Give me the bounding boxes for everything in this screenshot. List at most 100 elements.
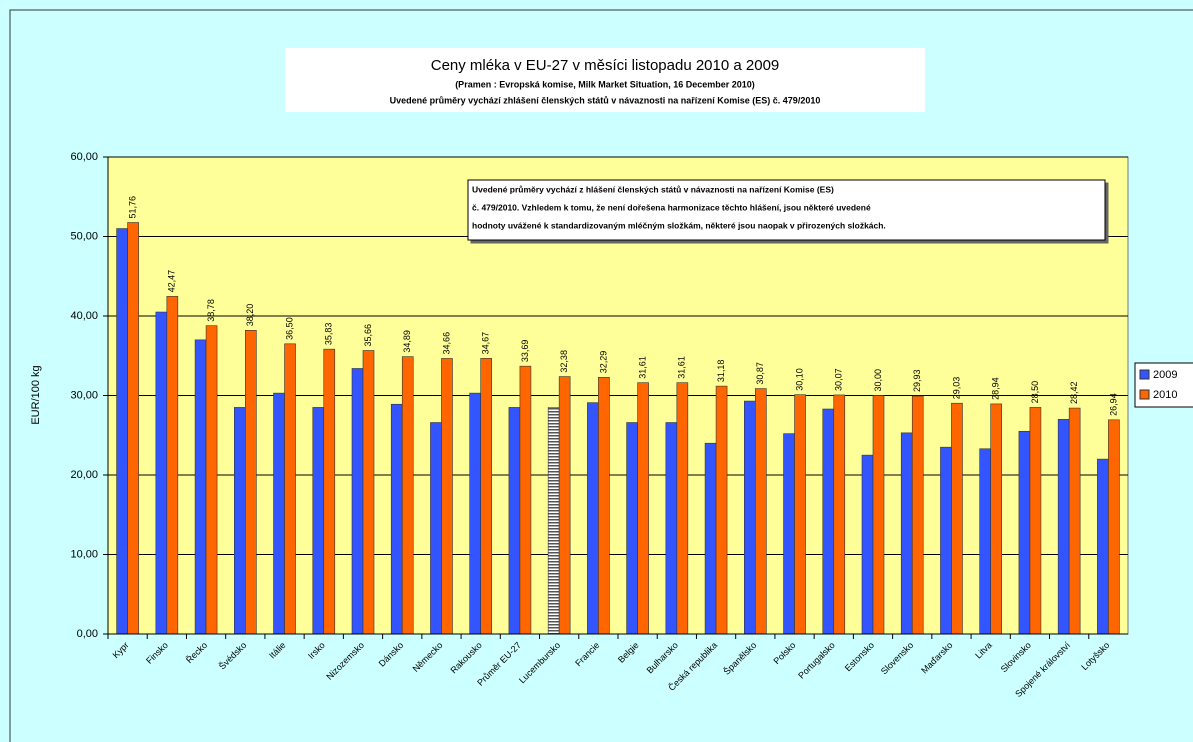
data-label: 30,07	[834, 368, 844, 391]
bar	[312, 407, 325, 635]
y-tick-label: 40,00	[70, 310, 98, 322]
data-label: 33,69	[520, 340, 530, 363]
bar	[990, 403, 1002, 635]
data-label: 30,00	[873, 369, 883, 392]
bar	[508, 407, 521, 635]
bar	[1057, 419, 1070, 635]
data-label: 35,83	[324, 323, 334, 346]
bar	[127, 222, 139, 635]
bar	[547, 407, 560, 635]
data-label: 30,87	[755, 362, 765, 385]
bar	[1068, 407, 1081, 635]
bar	[469, 392, 481, 635]
annotation-box	[467, 179, 1106, 241]
bar	[979, 448, 991, 635]
data-label: 32,38	[559, 350, 569, 373]
bar	[1018, 430, 1031, 635]
bar	[558, 376, 571, 635]
bar	[234, 407, 246, 635]
bar	[940, 446, 952, 635]
data-label: 35,66	[363, 324, 373, 347]
bar	[362, 350, 375, 635]
y-axis-label: EUR/100 kg	[30, 365, 42, 424]
bar	[833, 394, 846, 635]
legend-label: 2009	[1153, 369, 1177, 381]
data-label: 34,89	[402, 330, 412, 353]
bar	[401, 356, 414, 635]
data-label: 31,61	[677, 356, 687, 379]
data-label: 38,20	[245, 304, 255, 327]
chart-border	[9, 9, 1193, 742]
bar	[676, 382, 689, 635]
annotation: č. 479/2010. Vzhledem k tomu, že není do…	[472, 202, 871, 212]
data-label: 38,78	[206, 299, 216, 322]
chart-subtitle: Uvedené průměry vychází zhlášení členský…	[390, 95, 821, 105]
data-label: 31,61	[637, 356, 647, 379]
legend-label: 2010	[1153, 389, 1177, 401]
bar	[637, 382, 649, 635]
bar	[626, 422, 638, 635]
annotation: hodnoty uvážené k standardizovaným mléčn…	[472, 220, 886, 230]
chart-title: Ceny mléka v EU-27 v měsíci listopadu 20…	[431, 57, 780, 74]
y-tick-label: 10,00	[70, 548, 98, 560]
data-label: 51,76	[127, 196, 137, 219]
data-label: 42,47	[167, 270, 177, 293]
data-label: 30,10	[794, 368, 804, 391]
bar	[430, 422, 442, 635]
data-label: 28,50	[1030, 381, 1040, 404]
y-tick-label: 0,00	[77, 628, 98, 640]
y-tick-label: 30,00	[70, 389, 98, 401]
bar	[155, 311, 168, 635]
y-tick-label: 20,00	[70, 469, 98, 481]
bar	[872, 395, 885, 635]
title-box	[285, 48, 925, 112]
bar	[598, 376, 610, 635]
bar	[166, 296, 179, 635]
bar	[1108, 419, 1120, 635]
bar	[284, 343, 296, 635]
data-label: 29,93	[912, 370, 922, 393]
bar	[900, 432, 913, 635]
bar	[665, 422, 678, 635]
bar	[744, 400, 756, 635]
bar	[1029, 407, 1042, 635]
y-tick-label: 50,00	[70, 230, 98, 242]
bar	[351, 368, 364, 635]
data-label: 32,29	[598, 351, 608, 374]
legend-swatch	[1139, 369, 1150, 380]
bar	[755, 388, 767, 635]
bar	[441, 358, 453, 635]
data-label: 36,50	[284, 317, 294, 340]
legend-swatch	[1139, 389, 1150, 400]
bar	[480, 358, 492, 635]
bar	[273, 392, 285, 635]
bar	[704, 442, 717, 635]
bar	[194, 339, 207, 635]
bar	[783, 433, 795, 635]
data-label: 31,18	[716, 360, 726, 383]
bar	[390, 403, 403, 635]
bar	[587, 402, 599, 635]
bar	[951, 402, 963, 635]
data-label: 29,03	[951, 377, 961, 400]
bar	[519, 365, 532, 635]
data-label: 34,66	[441, 332, 451, 355]
annotation: Uvedené průměry vychází z hlášení člensk…	[472, 184, 834, 194]
bar	[715, 385, 728, 635]
bar	[822, 408, 835, 635]
data-label: 28,94	[991, 377, 1001, 400]
bar	[911, 395, 924, 635]
bar	[1097, 458, 1109, 635]
chart-subtitle: (Pramen : Evropská komise, Milk Market S…	[455, 79, 755, 89]
data-label: 28,42	[1069, 382, 1079, 405]
bar	[245, 330, 257, 635]
bar	[323, 348, 336, 635]
data-label: 26,94	[1108, 393, 1118, 416]
y-tick-label: 60,00	[70, 151, 98, 163]
data-label: 34,67	[481, 332, 491, 355]
bar	[205, 325, 218, 635]
bar	[116, 228, 128, 635]
bar	[794, 394, 806, 635]
bar	[861, 454, 874, 635]
